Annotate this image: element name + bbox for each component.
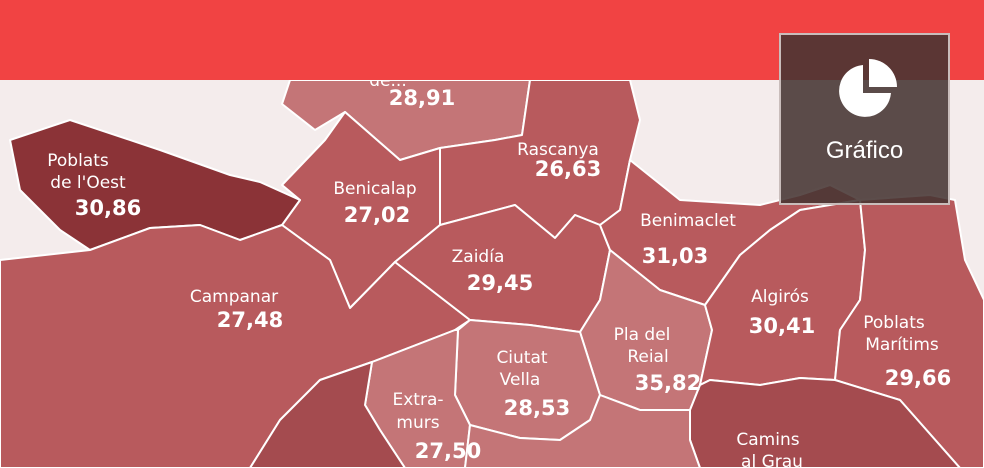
district-label-extramurs-line1: Extra-	[392, 390, 443, 410]
district-value-benicalap: 27,02	[344, 203, 410, 227]
district-value-pla-del-reial: 35,82	[635, 371, 701, 395]
district-value-top-partial: 28,91	[389, 86, 455, 110]
district-value-poblats-maritims: 29,66	[885, 366, 951, 390]
district-label-ciutat-vella-line2: Vella	[500, 370, 541, 390]
district-label-poblats-maritims-line1: Poblats	[863, 313, 925, 333]
district-value-rascanya: 26,63	[535, 157, 601, 181]
district-value-algiros: 30,41	[749, 314, 815, 338]
pie-chart-icon	[838, 59, 897, 117]
district-label-poblats-oest-line2: de l'Oest	[50, 173, 126, 193]
district-value-extramurs: 27,50	[415, 439, 481, 463]
district-label-zaidia: Zaidía	[452, 247, 505, 267]
district-value-campanar: 27,48	[217, 308, 283, 332]
chart-badge-label: Gráfico	[825, 137, 904, 164]
district-value-zaidia: 29,45	[467, 271, 533, 295]
district-label-benicalap: Benicalap	[333, 179, 416, 199]
district-area-poblats-maritims[interactable]	[834, 194, 984, 468]
district-label-campanar: Campanar	[190, 287, 278, 307]
district-label-poblats-oest-line1: Poblats	[47, 151, 109, 171]
chart-badge-button[interactable]: Gráfico	[779, 33, 950, 205]
district-label-poblats-maritims-line2: Marítims	[865, 335, 939, 355]
district-label-pla-del-reial-line1: Pla del	[614, 325, 671, 345]
district-label-ciutat-vella-line1: Ciutat	[496, 348, 547, 368]
district-value-ciutat-vella: 28,53	[504, 396, 570, 420]
district-label-camins-al-grau-line1: Camins	[736, 430, 799, 450]
district-area-south-center[interactable]	[464, 394, 701, 468]
district-label-extramurs-line2: murs	[396, 413, 439, 433]
district-label-rascanya: Rascanya	[517, 140, 599, 160]
district-label-pla-del-reial-line2: Reial	[627, 347, 668, 367]
district-area-south-west[interactable]	[249, 361, 406, 468]
district-label-algiros: Algirós	[751, 287, 809, 307]
district-value-poblats-oest: 30,86	[75, 196, 141, 220]
district-label-benimaclet: Benimaclet	[640, 211, 736, 231]
district-value-benimaclet: 31,03	[642, 244, 708, 268]
district-label-camins-al-grau-line2: al Grau	[741, 452, 803, 468]
